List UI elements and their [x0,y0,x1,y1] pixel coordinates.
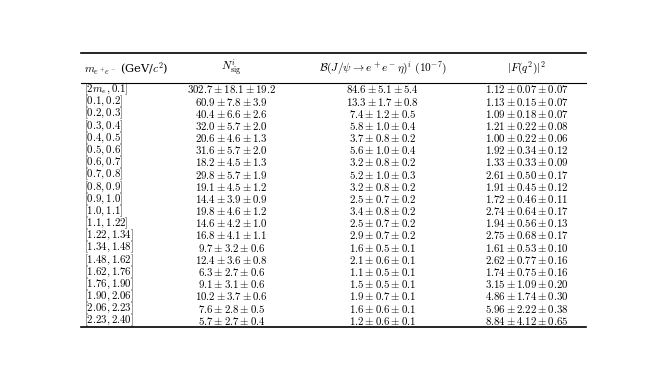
Text: $3.2 \pm 0.8 \pm 0.2$: $3.2 \pm 0.8 \pm 0.2$ [349,157,417,169]
Text: $5.8 \pm 1.0 \pm 0.4$: $5.8 \pm 1.0 \pm 0.4$ [349,120,417,132]
Text: $5.2 \pm 1.0 \pm 0.3$: $5.2 \pm 1.0 \pm 0.3$ [349,169,417,181]
Text: $5.6 \pm 1.0 \pm 0.4$: $5.6 \pm 1.0 \pm 0.4$ [349,144,417,156]
Text: $[2.06, 2.23]$: $[2.06, 2.23]$ [85,301,134,316]
Text: $40.4 \pm 6.6 \pm 2.6$: $40.4 \pm 6.6 \pm 2.6$ [195,108,268,120]
Text: $14.4 \pm 3.9 \pm 0.9$: $14.4 \pm 3.9 \pm 0.9$ [195,193,268,205]
Text: $32.0 \pm 5.7 \pm 2.0$: $32.0 \pm 5.7 \pm 2.0$ [195,120,268,132]
Text: $29.8 \pm 5.7 \pm 1.9$: $29.8 \pm 5.7 \pm 1.9$ [195,169,268,181]
Text: $302.7 \pm 18.1 \pm 19.2$: $302.7 \pm 18.1 \pm 19.2$ [187,83,276,95]
Text: $[1.22, 1.34]$: $[1.22, 1.34]$ [85,228,134,243]
Text: $1.74 \pm 0.75 \pm 0.16$: $1.74 \pm 0.75 \pm 0.16$ [485,266,568,278]
Text: $1.13 \pm 0.15 \pm 0.07$: $1.13 \pm 0.15 \pm 0.07$ [484,96,568,108]
Text: $1.33 \pm 0.33 \pm 0.09$: $1.33 \pm 0.33 \pm 0.09$ [485,157,568,169]
Text: $[0.5, 0.6]$: $[0.5, 0.6]$ [85,142,124,158]
Text: $3.4 \pm 0.8 \pm 0.2$: $3.4 \pm 0.8 \pm 0.2$ [349,205,417,217]
Text: $[1.62, 1.76]$: $[1.62, 1.76]$ [85,264,134,280]
Text: $1.9 \pm 0.7 \pm 0.1$: $1.9 \pm 0.7 \pm 0.1$ [350,291,417,302]
Text: $1.21 \pm 0.22 \pm 0.08$: $1.21 \pm 0.22 \pm 0.08$ [485,120,568,132]
Text: $7.4 \pm 1.2 \pm 0.5$: $7.4 \pm 1.2 \pm 0.5$ [349,108,417,120]
Text: $\mathcal{B}(J/\psi \rightarrow e^+e^-\eta)^i$ $(10^{-7})$: $\mathcal{B}(J/\psi \rightarrow e^+e^-\e… [319,60,447,77]
Text: $3.2 \pm 0.8 \pm 0.2$: $3.2 \pm 0.8 \pm 0.2$ [349,181,417,193]
Text: $14.6 \pm 4.2 \pm 1.0$: $14.6 \pm 4.2 \pm 1.0$ [195,217,268,229]
Text: $1.2 \pm 0.6 \pm 0.1$: $1.2 \pm 0.6 \pm 0.1$ [350,315,417,327]
Text: $19.8 \pm 4.6 \pm 1.2$: $19.8 \pm 4.6 \pm 1.2$ [195,205,268,217]
Text: $[0.3, 0.4]$: $[0.3, 0.4]$ [85,118,124,134]
Text: $[0.8, 0.9]$: $[0.8, 0.9]$ [85,179,124,195]
Text: $[2.23, 2.40]$: $[2.23, 2.40]$ [85,313,134,328]
Text: $[0.4, 0.5]$: $[0.4, 0.5]$ [85,130,124,146]
Text: $1.61 \pm 0.53 \pm 0.10$: $1.61 \pm 0.53 \pm 0.10$ [485,242,568,254]
Text: $1.72 \pm 0.46 \pm 0.11$: $1.72 \pm 0.46 \pm 0.11$ [485,193,568,205]
Text: $2.5 \pm 0.7 \pm 0.2$: $2.5 \pm 0.7 \pm 0.2$ [349,193,417,205]
Text: $2.5 \pm 0.7 \pm 0.2$: $2.5 \pm 0.7 \pm 0.2$ [349,217,417,229]
Text: $1.09 \pm 0.18 \pm 0.07$: $1.09 \pm 0.18 \pm 0.07$ [484,108,568,120]
Text: $1.1 \pm 0.5 \pm 0.1$: $1.1 \pm 0.5 \pm 0.1$ [350,266,417,278]
Text: $3.15 \pm 1.09 \pm 0.20$: $3.15 \pm 1.09 \pm 0.20$ [485,278,568,290]
Text: $1.91 \pm 0.45 \pm 0.12$: $1.91 \pm 0.45 \pm 0.12$ [485,181,568,193]
Text: $84.6 \pm 5.1 \pm 5.4$: $84.6 \pm 5.1 \pm 5.4$ [346,83,419,95]
Text: $N^i_{\rm sig}$: $N^i_{\rm sig}$ [221,58,242,78]
Text: $[0.7, 0.8]$: $[0.7, 0.8]$ [85,167,124,182]
Text: $1.6 \pm 0.6 \pm 0.1$: $1.6 \pm 0.6 \pm 0.1$ [350,302,417,314]
Text: $5.7 \pm 2.7 \pm 0.4$: $5.7 \pm 2.7 \pm 0.4$ [198,315,265,327]
Text: $[2m_e, 0.1]$: $[2m_e, 0.1]$ [85,82,129,97]
Text: $8.84 \pm 4.12 \pm 0.65$: $8.84 \pm 4.12 \pm 0.65$ [485,315,568,327]
Text: $2.61 \pm 0.50 \pm 0.17$: $2.61 \pm 0.50 \pm 0.17$ [484,169,568,181]
Text: $[1.48, 1.62]$: $[1.48, 1.62]$ [85,252,134,267]
Text: $4.86 \pm 1.74 \pm 0.30$: $4.86 \pm 1.74 \pm 0.30$ [485,291,568,302]
Text: $1.6 \pm 0.5 \pm 0.1$: $1.6 \pm 0.5 \pm 0.1$ [350,242,417,254]
Text: $10.2 \pm 3.7 \pm 0.6$: $10.2 \pm 3.7 \pm 0.6$ [195,291,268,302]
Text: $1.12 \pm 0.07 \pm 0.07$: $1.12 \pm 0.07 \pm 0.07$ [484,83,568,95]
Text: $[0.6, 0.7]$: $[0.6, 0.7]$ [85,155,124,170]
Text: $m_{e^+e^-}$ (GeV/$c^2$): $m_{e^+e^-}$ (GeV/$c^2$) [85,60,169,77]
Text: $19.1 \pm 4.5 \pm 1.2$: $19.1 \pm 4.5 \pm 1.2$ [195,181,268,193]
Text: $3.7 \pm 0.8 \pm 0.2$: $3.7 \pm 0.8 \pm 0.2$ [349,132,417,144]
Text: $|F(q^2)|^2$: $|F(q^2)|^2$ [507,60,546,77]
Text: $1.94 \pm 0.56 \pm 0.13$: $1.94 \pm 0.56 \pm 0.13$ [485,217,568,229]
Text: $31.6 \pm 5.7 \pm 2.0$: $31.6 \pm 5.7 \pm 2.0$ [195,144,268,156]
Text: $[1.0, 1.1]$: $[1.0, 1.1]$ [85,203,124,219]
Text: $[0.9, 1.0]$: $[0.9, 1.0]$ [85,191,124,207]
Text: $1.00 \pm 0.22 \pm 0.06$: $1.00 \pm 0.22 \pm 0.06$ [485,132,568,144]
Text: $[1.34, 1.48]$: $[1.34, 1.48]$ [85,240,134,255]
Text: $[1.90, 2.06]$: $[1.90, 2.06]$ [85,289,134,304]
Text: $1.5 \pm 0.5 \pm 0.1$: $1.5 \pm 0.5 \pm 0.1$ [350,278,417,290]
Text: $9.1 \pm 3.1 \pm 0.6$: $9.1 \pm 3.1 \pm 0.6$ [198,278,265,290]
Text: $2.74 \pm 0.64 \pm 0.17$: $2.74 \pm 0.64 \pm 0.17$ [484,205,568,217]
Text: $13.3 \pm 1.7 \pm 0.8$: $13.3 \pm 1.7 \pm 0.8$ [346,96,419,108]
Text: $5.96 \pm 2.22 \pm 0.38$: $5.96 \pm 2.22 \pm 0.38$ [485,302,568,314]
Text: $12.4 \pm 3.6 \pm 0.8$: $12.4 \pm 3.6 \pm 0.8$ [195,254,268,266]
Text: $[0.1, 0.2]$: $[0.1, 0.2]$ [85,94,124,109]
Text: $20.6 \pm 4.6 \pm 1.3$: $20.6 \pm 4.6 \pm 1.3$ [195,132,268,144]
Text: $60.9 \pm 7.8 \pm 3.9$: $60.9 \pm 7.8 \pm 3.9$ [195,96,268,108]
Text: $18.2 \pm 4.5 \pm 1.3$: $18.2 \pm 4.5 \pm 1.3$ [195,157,268,169]
Text: $16.8 \pm 4.1 \pm 1.1$: $16.8 \pm 4.1 \pm 1.1$ [195,230,268,241]
Text: $1.92 \pm 0.34 \pm 0.12$: $1.92 \pm 0.34 \pm 0.12$ [485,144,568,156]
Text: $2.9 \pm 0.7 \pm 0.2$: $2.9 \pm 0.7 \pm 0.2$ [349,230,417,241]
Text: $2.62 \pm 0.77 \pm 0.16$: $2.62 \pm 0.77 \pm 0.16$ [485,254,568,266]
Text: $[0.2, 0.3]$: $[0.2, 0.3]$ [85,106,124,122]
Text: $[1.1, 1.22]$: $[1.1, 1.22]$ [85,216,129,231]
Text: $7.6 \pm 2.8 \pm 0.5$: $7.6 \pm 2.8 \pm 0.5$ [198,302,265,314]
Text: $2.75 \pm 0.68 \pm 0.17$: $2.75 \pm 0.68 \pm 0.17$ [484,230,568,241]
Text: $2.1 \pm 0.6 \pm 0.1$: $2.1 \pm 0.6 \pm 0.1$ [350,254,417,266]
Text: $[1.76, 1.90]$: $[1.76, 1.90]$ [85,276,134,292]
Text: $6.3 \pm 2.7 \pm 0.6$: $6.3 \pm 2.7 \pm 0.6$ [198,266,265,278]
Text: $9.7 \pm 3.2 \pm 0.6$: $9.7 \pm 3.2 \pm 0.6$ [198,242,265,254]
